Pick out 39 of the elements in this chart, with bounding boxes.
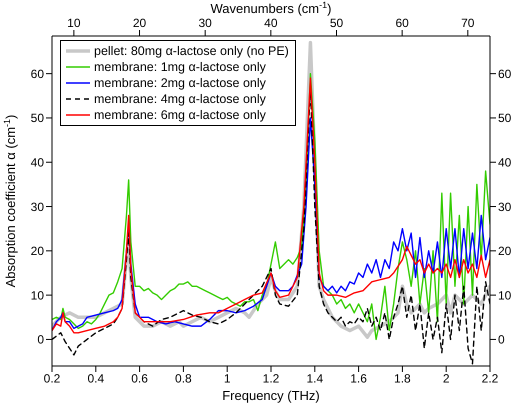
x-axis-title: Frequency (THz) (222, 388, 320, 403)
x-tick-label: 1.4 (306, 372, 324, 386)
y2-tick-label: 50 (498, 111, 512, 126)
y-tick-label: 10 (30, 288, 44, 302)
legend-label: membrane: 4mg α-lactose only (94, 91, 266, 107)
y2-tick-label: 30 (498, 200, 512, 214)
x-tick-label: 1.2 (262, 372, 280, 386)
y-tick-label: 20 (30, 244, 44, 258)
x-tick-label: 0.4 (87, 372, 104, 386)
legend-label: pellet: 80mg α-lactose only (no PE) (94, 43, 289, 59)
legend-label: membrane: 6mg α-lactose only (94, 107, 266, 123)
x-tick-label: 2 (442, 372, 450, 386)
x2-axis-title: Wavenumbers (cm$^{-1}$) (210, 0, 332, 16)
x2-tick-label: 10 (67, 16, 81, 30)
x-tick-label: 0.2 (44, 372, 61, 386)
x2-tick-label: 40 (264, 16, 278, 30)
y-tick-label: 40 (30, 156, 44, 170)
y2-tick-label: 40 (498, 156, 512, 170)
y-tick-label: 50 (30, 111, 44, 126)
y-tick-label: 0 (37, 332, 44, 347)
legend-label: membrane: 2mg α-lactose only (94, 75, 266, 91)
y2-tick-label: 60 (498, 66, 512, 81)
y2-tick-label: 0 (498, 332, 505, 347)
y2-tick-label: 10 (498, 288, 512, 302)
x2-tick-label: 60 (395, 16, 410, 30)
x2-tick-label: 30 (198, 16, 212, 30)
x2-tick-label: 70 (461, 16, 475, 30)
legend-label: membrane: 1mg α-lactose only (94, 59, 266, 75)
x-tick-label: 1.6 (350, 372, 368, 386)
x2-tick-label: 50 (330, 16, 344, 30)
x-tick-label: 0.8 (175, 372, 192, 386)
y-tick-label: 30 (30, 200, 44, 214)
x-tick-label: 1.8 (394, 372, 412, 386)
y2-tick-label: 20 (498, 244, 512, 258)
x2-tick-label: 20 (132, 16, 147, 30)
x-tick-label: 0.6 (131, 372, 148, 386)
x-tick-label: 1 (224, 372, 231, 386)
y-tick-label: 60 (30, 66, 44, 81)
x-tick-label: 2.2 (482, 372, 499, 386)
